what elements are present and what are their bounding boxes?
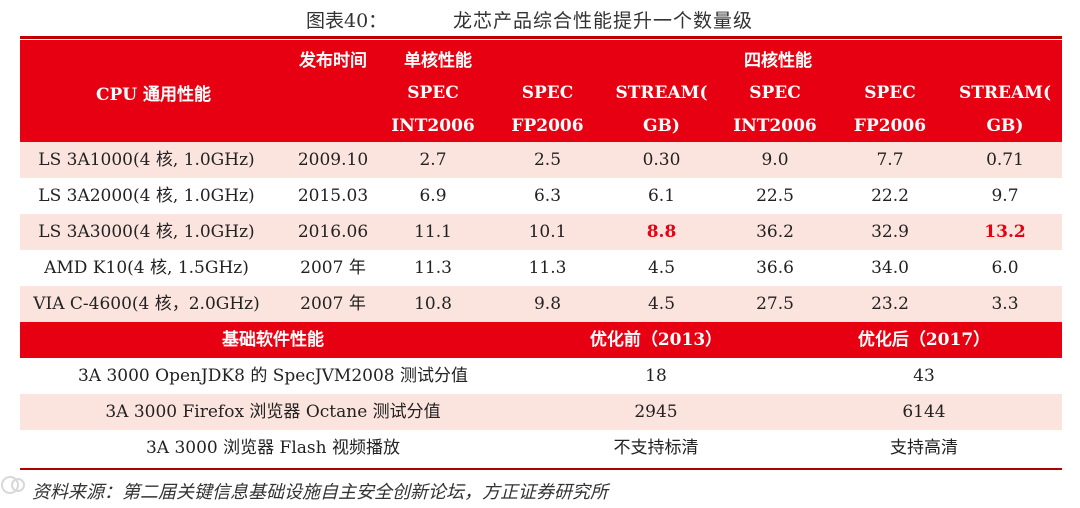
cell-value: 0.71 <box>986 150 1024 170</box>
cell-value: 34.0 <box>871 258 909 278</box>
cell-value: 10.1 <box>528 222 567 242</box>
cell-value-highlight: 13.2 <box>984 222 1026 242</box>
cell-cpu: LS 3A2000(4 核, 1.0GHz) <box>38 186 255 206</box>
table-row: LS 3A2000(4 核, 1.0GHz) 2015.03 6.9 6.3 6… <box>20 178 1062 214</box>
header-col5-line1: SPEC <box>864 83 916 103</box>
cell-cpu: VIA C-4600(4 核，2.0GHz) <box>33 294 260 314</box>
cell-value: 2.7 <box>419 150 447 170</box>
figure-title: 图表40： 龙芯产品综合性能提升一个数量级 <box>0 6 1080 34</box>
table-row: LS 3A3000(4 核, 1.0GHz) 2016.06 11.1 10.1… <box>20 214 1062 250</box>
header-cpu: CPU 通用性能 <box>95 85 212 105</box>
cell-software: 3A 3000 OpenJDK8 的 SpecJVM2008 测试分值 <box>77 366 469 386</box>
table-row: 3A 3000 OpenJDK8 的 SpecJVM2008 测试分值 18 4… <box>20 358 1062 394</box>
cell-value: 11.3 <box>414 258 452 278</box>
cell-cpu: LS 3A1000(4 核, 1.0GHz) <box>38 150 255 170</box>
header-col4-line1: SPEC <box>749 83 801 103</box>
header-col2-line1: SPEC <box>521 83 574 103</box>
figure-caption: 龙芯产品综合性能提升一个数量级 <box>453 10 754 32</box>
header-quad: 四核性能 <box>744 51 812 71</box>
cell-date: 2009.10 <box>297 150 369 170</box>
cell-value: 9.7 <box>991 186 1019 206</box>
software-header-label: 基础软件性能 <box>222 330 324 350</box>
cell-value: 22.2 <box>871 186 909 206</box>
cell-value-highlight: 8.8 <box>646 222 677 242</box>
cell-date: 2016.06 <box>297 222 369 242</box>
bottom-rule <box>20 468 1062 470</box>
cell-value: 4.5 <box>647 258 676 278</box>
cell-value: 4.5 <box>647 294 676 314</box>
cell-date: 2007 年 <box>300 294 366 314</box>
cell-value: 6.0 <box>991 258 1019 278</box>
source-note: 资料来源：第二届关键信息基础设施自主安全创新论坛，方正证券研究所 <box>32 482 608 503</box>
software-header: 基础软件性能 优化前（2013） 优化后（2017） <box>20 322 1062 358</box>
cell-value: 36.6 <box>756 258 794 278</box>
header-col5-line2: FP2006 <box>853 116 927 136</box>
cell-software: 3A 3000 Firefox 浏览器 Octane 测试分值 <box>105 402 441 422</box>
cell-after: 43 <box>913 366 935 386</box>
software-header-after: 优化后（2017） <box>857 330 991 350</box>
cell-value: 7.7 <box>876 150 904 170</box>
cell-before: 18 <box>645 366 667 386</box>
cell-cpu: AMD K10(4 核, 1.5GHz) <box>44 258 249 278</box>
figure-label: 图表40： <box>306 10 388 32</box>
table-row: VIA C-4600(4 核，2.0GHz) 2007 年 10.8 9.8 4… <box>20 286 1062 322</box>
table-header: CPU 通用性能 发布时间 单核性能 四核性能 SPEC INT2006 SPE… <box>20 40 1062 142</box>
cell-before: 2945 <box>634 402 678 422</box>
header-col1-line2: INT2006 <box>391 116 475 136</box>
table-row: AMD K10(4 核, 1.5GHz) 2007 年 11.3 11.3 4.… <box>20 250 1062 286</box>
cell-value: 9.8 <box>533 294 562 314</box>
cell-after: 支持高清 <box>890 438 958 458</box>
header-col1-line1: SPEC <box>407 83 459 103</box>
cell-value: 6.1 <box>647 186 676 206</box>
cell-value: 11.3 <box>528 258 567 278</box>
cell-value: 2.5 <box>533 150 562 170</box>
watermark-icon <box>1 476 25 494</box>
cell-cpu: LS 3A3000(4 核, 1.0GHz) <box>38 222 255 242</box>
cell-before: 不支持标清 <box>613 438 699 458</box>
header-date: 发布时间 <box>299 51 367 71</box>
cell-value: 3.3 <box>991 294 1019 314</box>
cell-value: 36.2 <box>756 222 794 242</box>
cell-software: 3A 3000 浏览器 Flash 视频播放 <box>145 438 400 458</box>
header-col6-line2: GB) <box>986 116 1024 136</box>
cell-date: 2015.03 <box>297 186 369 206</box>
cell-value: 6.3 <box>533 186 562 206</box>
header-col4-line2: INT2006 <box>733 116 817 136</box>
cell-value: 0.30 <box>642 150 681 170</box>
cell-value: 9.0 <box>761 150 789 170</box>
header-col3-line1: STREAM( <box>615 83 708 103</box>
table-row: LS 3A1000(4 核, 1.0GHz) 2009.10 2.7 2.5 0… <box>20 142 1062 178</box>
header-col2-line2: FP2006 <box>511 116 584 136</box>
table-row: 3A 3000 Firefox 浏览器 Octane 测试分值 2945 614… <box>20 394 1062 430</box>
cell-value: 22.5 <box>756 186 794 206</box>
cell-value: 23.2 <box>871 294 909 314</box>
cell-value: 6.9 <box>419 186 447 206</box>
header-col3-line2: GB) <box>643 116 680 136</box>
cell-value: 27.5 <box>756 294 794 314</box>
cell-date: 2007 年 <box>300 258 366 278</box>
cell-after: 6144 <box>902 402 946 422</box>
cell-value: 32.9 <box>871 222 909 242</box>
header-single: 单核性能 <box>404 51 472 71</box>
top-rule <box>20 36 1062 39</box>
software-header-before: 优化前（2013） <box>589 330 723 350</box>
table-row: 3A 3000 浏览器 Flash 视频播放 不支持标清 支持高清 <box>20 430 1062 466</box>
cell-value: 11.1 <box>414 222 452 242</box>
header-col6-line1: STREAM( <box>958 83 1052 103</box>
cell-value: 10.8 <box>414 294 452 314</box>
